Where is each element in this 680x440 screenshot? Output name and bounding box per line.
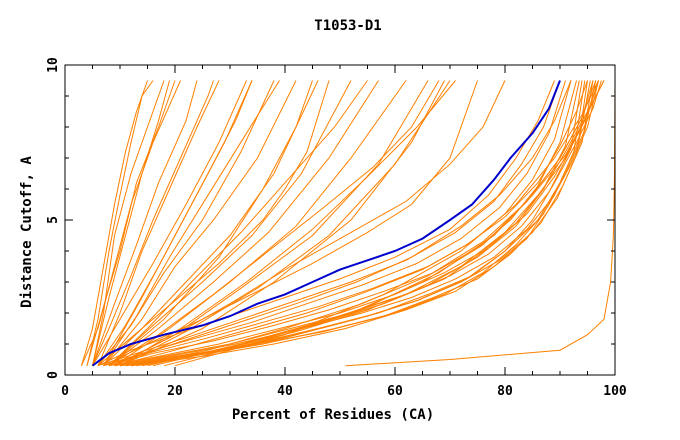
series-line-2: [81, 80, 148, 366]
series-line-32: [119, 80, 588, 367]
series-line-24: [97, 80, 555, 367]
ticks-layer: 0 20 40 60 80 100 0 5 10: [46, 57, 627, 399]
series-line-30: [114, 80, 583, 367]
series-line-28: [108, 80, 577, 367]
series-line-31: [114, 80, 586, 367]
series-line-45: [114, 80, 506, 367]
series-layer: [81, 80, 616, 367]
series-line-36: [130, 80, 599, 367]
series-line-49: [103, 80, 280, 366]
series-line-50: [108, 80, 368, 367]
series-line-26: [103, 80, 566, 367]
series-line-17: [114, 80, 429, 367]
series-line-11: [97, 80, 275, 367]
series-line-48: [92, 80, 214, 366]
series-line-25: [97, 80, 561, 367]
series-line-3: [86, 80, 154, 366]
series-line-42: [147, 80, 599, 367]
series-line-51: [119, 80, 456, 367]
x-tick-label-20: 20: [167, 384, 183, 399]
plot-frame: [64, 64, 616, 376]
series-line-43: [152, 80, 594, 367]
series-line-15: [108, 80, 379, 367]
x-tick-label-100: 100: [603, 384, 627, 399]
series-line-6: [92, 80, 170, 366]
series-line-18: [119, 80, 451, 367]
series-line-35: [125, 80, 597, 367]
x-axis-label: Percent of Residues (CA): [232, 407, 434, 423]
y-tick-label-10: 10: [46, 57, 61, 73]
x-tick-label-0: 0: [61, 384, 69, 399]
series-line-29: [108, 80, 580, 367]
series-line-1: [345, 80, 616, 367]
x-tick-label-60: 60: [387, 384, 403, 399]
series-line-10: [92, 80, 247, 366]
series-line-46: [108, 80, 440, 367]
series-line-12: [103, 80, 297, 367]
y-tick-label-0: 0: [46, 371, 61, 379]
series-line-8: [92, 80, 198, 366]
series-line-40: [136, 80, 605, 367]
series-line-27: [103, 80, 572, 367]
x-tick-label-40: 40: [277, 384, 293, 399]
y-tick-label-5: 5: [46, 216, 61, 224]
series-line-19: [119, 80, 445, 367]
x-tick-label-80: 80: [497, 384, 513, 399]
y-axis-label: Distance Cutoff, A: [19, 156, 35, 308]
series-line-14: [108, 80, 352, 367]
series-line-13: [103, 80, 319, 367]
series-line-20: [108, 80, 313, 367]
series-line-9: [97, 80, 220, 366]
series-line-21: [103, 80, 253, 366]
chart-title: T1053-D1: [314, 18, 381, 34]
series-line-4: [92, 80, 165, 366]
series-line-37: [130, 80, 602, 367]
series-line-5: [86, 80, 176, 366]
series-line-0: [91, 80, 561, 367]
